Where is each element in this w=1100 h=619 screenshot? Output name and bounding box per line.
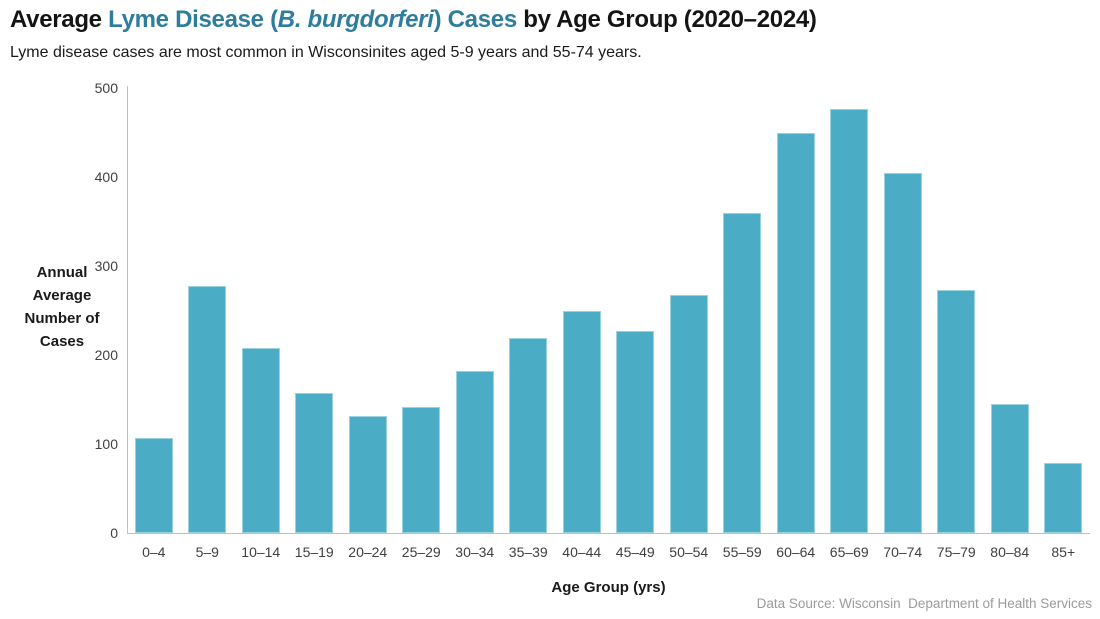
x-tick-label: 80–84: [990, 544, 1030, 560]
y-tick-label: 300: [94, 258, 118, 274]
data-source-note: Data Source: Wisconsin Department of Hea…: [756, 596, 1092, 611]
y-axis-title-line: Cases: [39, 333, 85, 350]
bar: [134, 437, 173, 533]
y-axis-line: [127, 86, 128, 533]
bar: [883, 172, 922, 533]
bar: [455, 371, 494, 533]
x-tick-label: 20–24: [348, 544, 388, 560]
x-tick-label: 85+: [1051, 544, 1076, 560]
x-axis-tick-labels: 0–4 5–9 10–14 15–19 20–24 25–29 30–34 35–39 40–4…: [127, 544, 1090, 564]
y-axis-tick-labels: 0 100 200 300 400 500: [0, 80, 118, 541]
bar: [990, 403, 1029, 533]
x-axis-line: [127, 533, 1090, 534]
bar: [723, 212, 762, 533]
x-tick-label: 55–59: [722, 544, 762, 560]
chart-title-part-4: ) Cases: [433, 6, 518, 33]
y-axis-title-line: Annual: [36, 264, 88, 281]
y-tick-label: 500: [94, 80, 118, 96]
bar: [241, 347, 280, 533]
x-tick-label: 35–39: [508, 544, 548, 560]
bar: [295, 393, 334, 533]
x-tick-label: 70–74: [883, 544, 923, 560]
x-tick-label: 30–34: [455, 544, 495, 560]
chart-title-species-name: B. burgdorferi: [277, 6, 434, 33]
x-tick-label: 15–19: [294, 544, 334, 560]
bar: [776, 133, 815, 533]
bar: [616, 330, 655, 533]
x-tick-label: 25–29: [401, 544, 441, 560]
bar: [830, 109, 869, 533]
bar: [188, 286, 227, 533]
y-tick-label: 400: [94, 169, 118, 185]
x-tick-label: 75–79: [936, 544, 976, 560]
x-tick-label: 10–14: [241, 544, 281, 560]
bar: [348, 415, 387, 533]
x-tick-label: 0–4: [142, 544, 166, 560]
y-axis-title-line: Number of: [24, 310, 100, 327]
bar: [509, 338, 548, 533]
y-axis-title: Annual Average Number of Cases: [14, 261, 110, 353]
bar: [562, 310, 601, 533]
x-tick-label: 45–49: [615, 544, 655, 560]
plot-area: [127, 88, 1090, 533]
x-axis-title: Age Group (yrs): [551, 579, 666, 596]
chart-title: Average Lyme Disease (B. burgdorferi) Ca…: [10, 6, 817, 34]
bar: [669, 295, 708, 533]
bar: [937, 290, 976, 533]
x-tick-label: 40–44: [562, 544, 602, 560]
chart-title-part-5: by Age Group (2020–2024): [516, 6, 817, 33]
chart-subtitle: Lyme disease cases are most common in Wi…: [10, 44, 642, 61]
chart-title-part-1: Average: [10, 6, 109, 33]
y-tick-label: 0: [110, 525, 118, 541]
y-tick-label: 100: [94, 436, 118, 452]
x-tick-label: 60–64: [776, 544, 816, 560]
y-tick-label: 200: [94, 347, 118, 363]
x-tick-label: 65–69: [829, 544, 869, 560]
bar: [402, 406, 441, 533]
bar: [1044, 462, 1083, 533]
x-tick-label: 5–9: [195, 544, 219, 560]
chart-title-part-2: Lyme Disease (: [108, 6, 278, 33]
x-tick-label: 50–54: [669, 544, 709, 560]
y-axis-title-line: Average: [32, 287, 92, 304]
